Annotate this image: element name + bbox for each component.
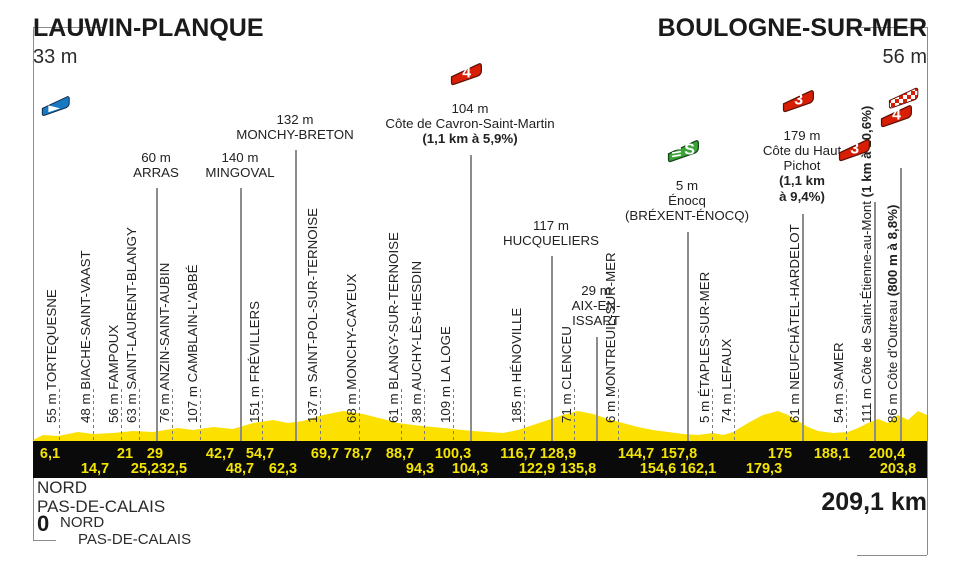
svg-text:4: 4 <box>892 107 901 124</box>
svg-text:3: 3 <box>850 141 859 158</box>
svg-text:S: S <box>684 142 695 159</box>
svg-text:4: 4 <box>462 65 471 82</box>
svg-text:3: 3 <box>794 92 803 109</box>
